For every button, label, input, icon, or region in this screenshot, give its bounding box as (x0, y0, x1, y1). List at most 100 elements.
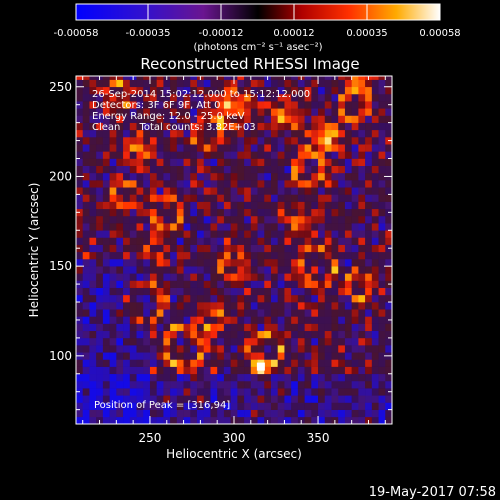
heatmap-cell (257, 136, 265, 145)
heatmap-cell (257, 287, 265, 296)
heatmap-cell (244, 151, 252, 159)
heatmap-cell (96, 352, 104, 360)
heatmap-cell (270, 388, 278, 396)
heatmap-cell (264, 158, 272, 166)
heatmap-cell (385, 180, 392, 188)
heatmap-cell (217, 194, 225, 202)
heatmap-cell (378, 280, 386, 288)
heatmap-cell (76, 194, 84, 202)
heatmap-cell (344, 366, 352, 375)
heatmap-cell (291, 337, 299, 346)
heatmap-cell (284, 402, 292, 410)
heatmap-cell (385, 129, 392, 138)
heatmap-cell (210, 215, 218, 224)
heatmap-cell (230, 223, 238, 231)
heatmap-cell (244, 373, 252, 382)
heatmap-cell (351, 280, 359, 288)
heatmap-cell (82, 129, 90, 138)
heatmap-cell (102, 366, 110, 375)
heatmap-cell (129, 388, 137, 396)
heatmap-cell (304, 108, 312, 116)
heatmap-cell (257, 194, 265, 202)
heatmap-cell (351, 302, 359, 310)
heatmap-cell (318, 258, 326, 267)
heatmap-cell (123, 180, 131, 188)
heatmap-cell (344, 316, 352, 324)
heatmap-cell (176, 280, 184, 288)
heatmap-cell (163, 201, 171, 210)
heatmap-cell (190, 416, 198, 424)
heatmap-cell (149, 266, 157, 274)
heatmap-cell (102, 79, 110, 88)
heatmap-cell (297, 101, 305, 109)
heatmap-cell (371, 172, 379, 181)
heatmap-cell (223, 266, 231, 274)
heatmap-cell (123, 409, 131, 418)
heatmap-cell (385, 395, 392, 403)
heatmap-cell (190, 280, 198, 288)
heatmap-cell (136, 395, 144, 403)
heatmap-cell (291, 266, 299, 274)
heatmap-cell (270, 230, 278, 238)
heatmap-cell (257, 409, 265, 418)
heatmap-cell (297, 409, 305, 418)
heatmap-cell (109, 151, 117, 159)
heatmap-cell (89, 388, 97, 396)
heatmap-cell (156, 251, 164, 260)
heatmap-cell (89, 316, 97, 324)
heatmap-cell (136, 380, 144, 389)
heatmap-cell (257, 101, 265, 109)
heatmap-cell (244, 237, 252, 245)
heatmap-cell (109, 280, 117, 288)
heatmap-cell (89, 180, 97, 188)
heatmap-cell (344, 251, 352, 260)
heatmap-cell (203, 323, 211, 332)
heatmap-cell (190, 101, 198, 109)
heatmap-cell (351, 366, 359, 375)
heatmap-cell (76, 294, 84, 303)
heatmap-cell (351, 115, 359, 123)
heatmap-cell (96, 122, 104, 131)
heatmap-cell (102, 237, 110, 245)
heatmap-cell (237, 208, 245, 217)
heatmap-cell (338, 172, 346, 181)
heatmap-cell (149, 380, 157, 389)
heatmap-cell (264, 208, 272, 217)
heatmap-cell (170, 76, 178, 80)
heatmap-cell (304, 201, 312, 210)
heatmap-cell (250, 409, 258, 418)
heatmap-cell (264, 380, 272, 389)
heatmap-cell (270, 251, 278, 260)
heatmap-cell (183, 366, 191, 375)
heatmap-cell (291, 280, 299, 288)
heatmap-cell (324, 129, 332, 138)
heatmap-cell (203, 108, 211, 116)
heatmap-cell (385, 302, 392, 310)
heatmap-cell (123, 136, 131, 145)
heatmap-cell (324, 388, 332, 396)
heatmap-cell (324, 165, 332, 174)
heatmap-cell (237, 76, 245, 80)
heatmap-cell (385, 76, 392, 80)
heatmap-cell (89, 208, 97, 217)
heatmap-cell (176, 323, 184, 332)
heatmap-cell (217, 266, 225, 274)
heatmap-cell (82, 165, 90, 174)
heatmap-cell (203, 352, 211, 360)
heatmap-cell (237, 230, 245, 238)
heatmap-cell (96, 380, 104, 389)
colorbar-tick-label: -0.00058 (54, 28, 99, 39)
heatmap-cell (270, 108, 278, 116)
heatmap-cell (116, 316, 124, 324)
heatmap-cell (102, 129, 110, 138)
heatmap-cell (170, 309, 178, 317)
heatmap-cell (129, 108, 137, 116)
heatmap-cell (129, 258, 137, 267)
heatmap-cell (250, 151, 258, 159)
heatmap-cell (250, 316, 258, 324)
heatmap-cell (338, 237, 346, 245)
heatmap-cell (197, 115, 205, 123)
heatmap-cell (190, 144, 198, 152)
heatmap-cell (217, 416, 225, 424)
